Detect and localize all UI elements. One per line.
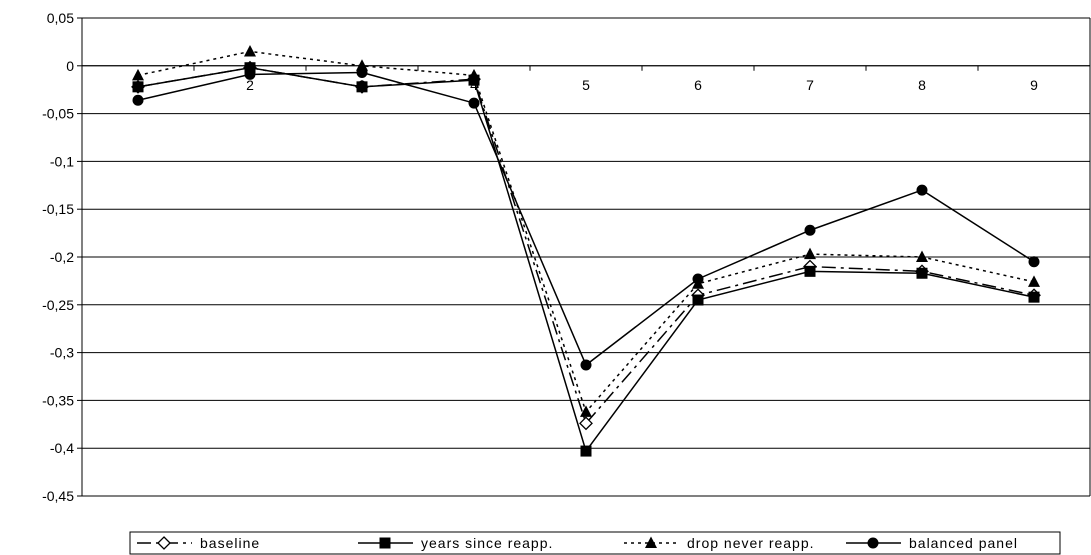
- x-tick-label: 8: [918, 77, 926, 93]
- marker-circle: [804, 224, 816, 236]
- marker-circle: [132, 94, 144, 106]
- marker-triangle: [804, 247, 816, 260]
- legend-label: drop never reapp.: [687, 535, 815, 551]
- y-tick-labels: 0,05 0 -0,05 -0,1 -0,15 -0,2 -0,25 -0,3 -0,35 -0,…: [42, 10, 74, 504]
- legend-label: years since reapp.: [421, 535, 553, 551]
- series-line: [137, 66, 1035, 453]
- marker-circle: [580, 359, 592, 371]
- marker-triangle: [645, 536, 657, 548]
- x-tick-label: 7: [806, 77, 814, 93]
- marker-circle: [468, 97, 480, 109]
- y-tick-label: 0,05: [47, 10, 74, 26]
- marker-square: [132, 81, 144, 93]
- series-1: [132, 62, 1040, 457]
- legend-item: baseline: [137, 535, 260, 551]
- marker-square: [356, 81, 368, 93]
- marker-circle: [692, 273, 704, 285]
- y-tick-label: -0,35: [42, 392, 74, 408]
- marker-diamond: [579, 416, 593, 431]
- legend: baseline years since reapp. drop never rea…: [129, 531, 1061, 555]
- marker-triangle: [916, 250, 928, 262]
- legend-label: baseline: [200, 535, 260, 551]
- marker-circle: [244, 68, 256, 80]
- series-line: [137, 50, 1035, 414]
- x-tick-label: 6: [694, 77, 702, 93]
- marker-square: [692, 294, 704, 306]
- marker-triangle: [132, 68, 144, 81]
- series-3: [132, 66, 1040, 371]
- marker-circle: [867, 537, 879, 549]
- y-tick-label: -0,25: [42, 297, 74, 313]
- marker-square: [916, 267, 928, 279]
- x-tick-label: 5: [582, 77, 590, 93]
- y-tick-label: -0,45: [42, 488, 74, 504]
- marker-square: [580, 445, 592, 457]
- x-tick-label: 9: [1030, 77, 1038, 93]
- legend-box: [129, 531, 1061, 555]
- y-tick-label: -0,15: [42, 201, 74, 217]
- x-tick-label: 2: [246, 77, 254, 93]
- marker-square: [379, 537, 391, 549]
- marker-square: [244, 62, 256, 74]
- legend-item: drop never reapp.: [624, 535, 815, 551]
- y-tick-label: -0,4: [50, 440, 74, 456]
- marker-triangle: [468, 68, 480, 81]
- marker-circle: [356, 66, 368, 78]
- marker-diamond: [157, 536, 171, 550]
- marker-triangle: [1028, 275, 1040, 287]
- legend-label: balanced panel: [909, 535, 1018, 551]
- series-lines: [131, 44, 1041, 457]
- marker-square: [804, 265, 816, 277]
- y-tick-label: -0,3: [50, 345, 74, 361]
- marker-square: [1028, 291, 1040, 303]
- legend-item: years since reapp.: [358, 535, 553, 551]
- y-tick-label: 0: [66, 58, 74, 74]
- y-tick-label: -0,1: [50, 153, 74, 169]
- y-tick-label: -0,05: [42, 106, 74, 122]
- series-line: [137, 66, 1035, 425]
- series-line: [137, 71, 1035, 367]
- marker-circle: [916, 184, 928, 196]
- series-0: [131, 60, 1041, 431]
- marker-triangle: [244, 44, 256, 57]
- legend-item: balanced panel: [846, 535, 1018, 551]
- marker-circle: [1028, 256, 1040, 268]
- y-tick-label: -0,2: [50, 249, 74, 265]
- marker-triangle: [580, 405, 592, 417]
